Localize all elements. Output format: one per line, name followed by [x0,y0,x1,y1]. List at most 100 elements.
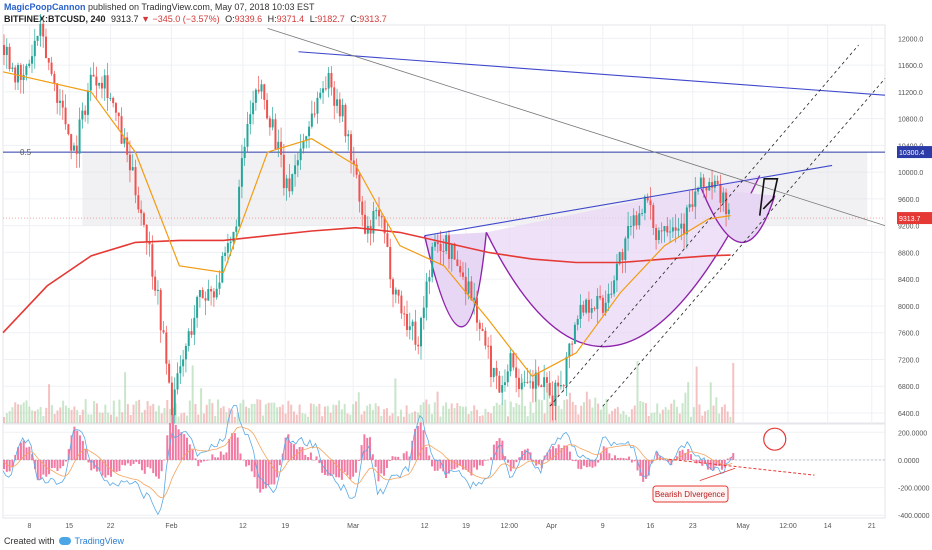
histogram-bar [225,452,228,460]
candle-body [218,282,221,289]
candle-body [350,134,353,161]
candle-body [646,196,649,201]
volume-bar [504,399,507,423]
candle-body [386,233,389,247]
candle-body [433,242,436,247]
oscillator-panel[interactable]: 200.0000 0.0000 -200.0000 -400.0000 Bearish… [2,404,930,520]
price-tick-label: 6800.0 [898,384,920,391]
histogram-bar [512,459,515,469]
volume-bar [473,405,476,423]
volume-bar [588,399,591,423]
volume-bar [523,405,526,423]
volume-bar [647,415,650,423]
histogram-bar [687,449,690,460]
volume-bar [64,405,67,423]
volume-bar [11,407,14,423]
histogram-bar [180,432,183,460]
price-axis: 6400.0 6800.0 7200.0 7600.0 8000.0 8400.0 8800… [897,36,932,418]
candle-body [338,99,341,117]
candle-body [392,279,395,295]
volume-bar [236,412,239,423]
histogram-bar [326,459,329,476]
histogram-bar [270,459,273,485]
volume-bar [287,400,290,423]
volume-bar [580,405,583,423]
histogram-bar [613,455,616,460]
open-value: 9339.6 [234,14,263,24]
candle-body [495,367,498,376]
histogram-bar [473,459,476,468]
volume-bar [568,392,571,423]
candle-body [257,89,260,92]
histogram-bar [28,446,31,460]
candle-body [201,289,204,299]
histogram-bar [563,445,566,460]
volume-bar [321,416,324,423]
histogram-bar [490,457,493,460]
fib-price-tag [897,146,932,159]
candle-body [425,281,428,308]
histogram-bar [706,459,709,470]
histogram-bar [402,453,405,460]
volume-bar [124,372,127,423]
oscillator-histogram [3,414,735,493]
candle-body [336,99,339,106]
candle-body [487,345,490,347]
candle-body [722,192,725,203]
candle-body [344,104,347,137]
candle-body [464,276,467,294]
histogram-bar [253,459,256,478]
histogram-bar [574,459,577,462]
price-panel[interactable]: 0.5 6400.0 6800.0 7200.0 7600.0 8000.0 8400.0… [2,13,932,518]
time-tick-label: 22 [107,523,115,530]
histogram-bar [45,459,48,477]
candle-body [151,244,154,277]
candle-body [450,243,453,259]
volume-bar [149,405,152,423]
candle-body [629,225,632,227]
fib-level-label: 0.5 [20,148,32,157]
volume-bar [704,411,707,423]
histogram-bar [585,459,588,468]
moving-averages [2,71,731,377]
volume-bar [653,412,656,423]
candle-body [506,371,509,383]
volume-bar [585,391,588,423]
volume-bar [62,400,65,423]
candle-body [260,84,263,92]
histogram-bar [228,438,231,460]
histogram-bar [726,458,729,460]
histogram-bar [588,459,591,467]
price-tick-label: 8400.0 [898,277,920,284]
volume-bar [591,407,594,423]
histogram-bar [79,435,82,460]
volume-bar [608,414,611,423]
candle-body [422,307,425,318]
volume-bar [611,410,614,423]
histogram-bar [709,459,712,470]
histogram-bar [459,459,462,466]
histogram-bar [642,459,645,482]
candle-body [498,375,501,393]
histogram-bar [231,433,234,460]
candle-body [383,217,386,234]
volume-bar [214,415,217,423]
candle-body [308,126,311,137]
author-name[interactable]: MagicPoopCannon [4,2,86,12]
candle-body [58,100,61,103]
volume-bar [633,405,636,423]
tradingview-brand[interactable]: TradingView [74,536,125,546]
histogram-bar [363,434,366,460]
histogram-bar [664,459,667,461]
volume-bar [371,410,374,423]
ma-orange-line [2,71,731,377]
volume-bar [264,404,267,423]
volume-bar [518,404,521,423]
candle-body [173,389,176,416]
candle-body [266,99,269,119]
volume-bar [242,399,245,423]
candle-body [78,119,81,154]
candle-body [137,195,140,210]
histogram-bar [135,459,138,462]
